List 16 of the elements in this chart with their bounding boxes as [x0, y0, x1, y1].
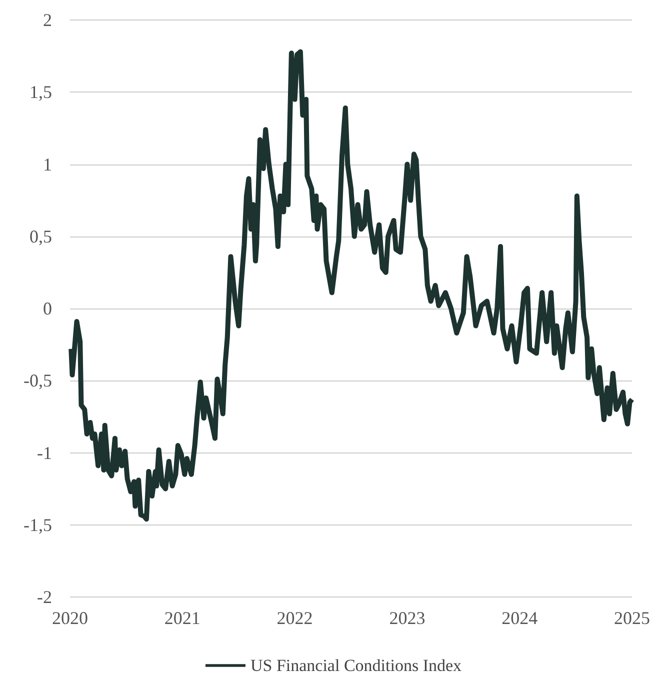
x-tick-label: 2024	[502, 608, 538, 628]
y-tick-label: -1,5	[24, 514, 52, 535]
y-tick-label: -1	[37, 442, 52, 463]
x-tick-label: 2020	[52, 608, 88, 628]
y-tick-label: -0,5	[24, 370, 52, 391]
x-tick-label: 2022	[276, 608, 313, 628]
x-tick-label: 2021	[164, 608, 200, 628]
legend-label: US Financial Conditions Index	[250, 656, 462, 675]
x-tick-label: 2023	[389, 608, 426, 628]
y-tick-label: 0,5	[30, 226, 52, 246]
x-tick-label: 2025	[614, 608, 650, 628]
y-tick-label: 2	[43, 10, 52, 30]
y-tick-label: 1,5	[30, 82, 52, 102]
y-tick-label: 1	[43, 154, 52, 174]
y-tick-label: -2	[37, 587, 52, 607]
y-tick-label: 0	[43, 298, 52, 318]
